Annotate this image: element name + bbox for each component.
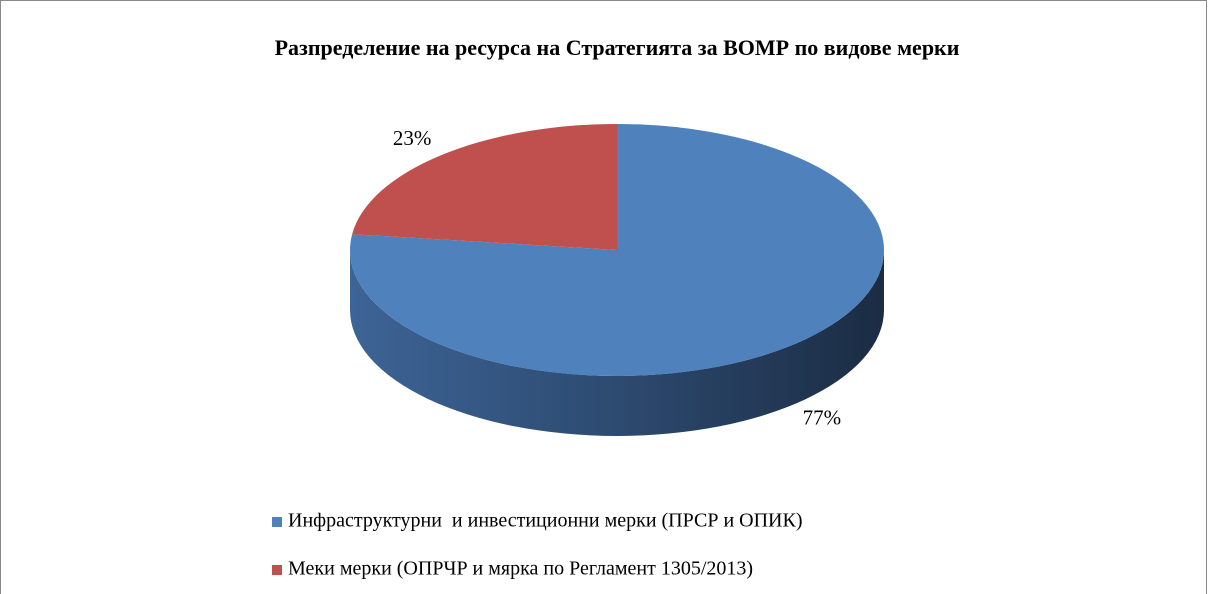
slice-side: [350, 250, 884, 436]
data-label: 77%: [803, 405, 842, 429]
data-label: 23%: [393, 126, 432, 150]
chart-title: Разпределение на ресурса на Стратегията …: [275, 35, 960, 60]
legend-swatch: [272, 565, 282, 575]
legend-label: Инфраструктурни и инвестиционни мерки (П…: [288, 510, 802, 532]
legend-swatch: [272, 517, 282, 527]
slice: [352, 124, 617, 250]
legend-label: Меки мерки (ОПРЧР и мярка по Регламент 1…: [288, 558, 753, 580]
